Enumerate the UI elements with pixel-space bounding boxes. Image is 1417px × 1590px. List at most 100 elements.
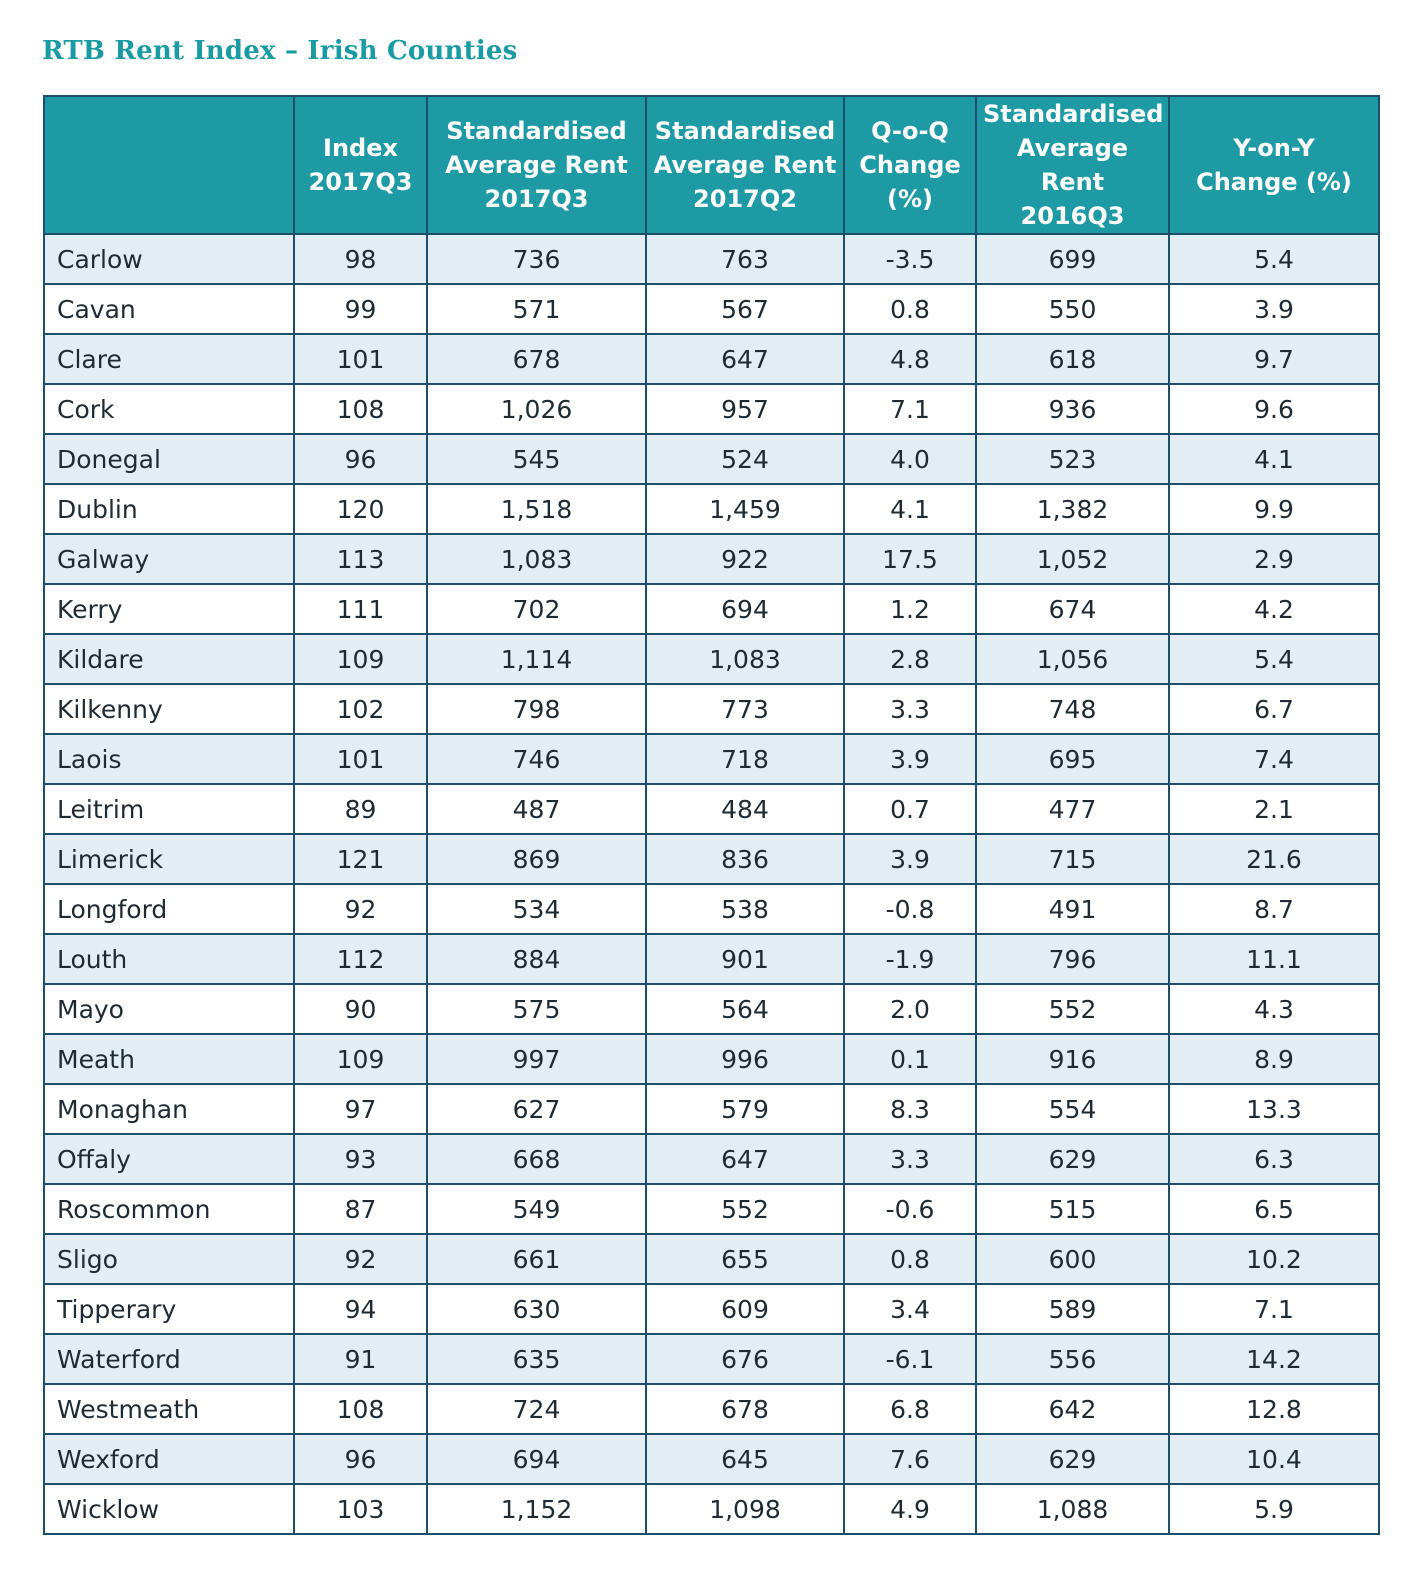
table-row: Sligo 92 661 655 0.8 600 10.2	[43, 1233, 1380, 1285]
rent-2017q2-cell: 524	[645, 433, 845, 485]
rent-2017q3-cell: 534	[426, 883, 647, 935]
yoy-change-cell: 8.9	[1168, 1033, 1380, 1085]
yoy-change-cell: 10.2	[1168, 1233, 1380, 1285]
yoy-change-cell: 11.1	[1168, 933, 1380, 985]
index-cell: 93	[293, 1133, 428, 1185]
qoq-change-cell: -0.8	[843, 883, 977, 935]
yoy-change-cell: 14.2	[1168, 1333, 1380, 1385]
county-cell: Offaly	[43, 1133, 295, 1185]
rent-2017q3-cell: 575	[426, 983, 647, 1035]
rent-2016q3-cell: 589	[975, 1283, 1170, 1335]
county-cell: Leitrim	[43, 783, 295, 835]
rent-2017q3-cell: 694	[426, 1433, 647, 1485]
table-row: Kerry 111 702 694 1.2 674 4.2	[43, 583, 1380, 635]
rent-2017q3-cell: 724	[426, 1383, 647, 1435]
rent-2017q3-cell: 635	[426, 1333, 647, 1385]
rent-2017q2-cell: 579	[645, 1083, 845, 1135]
qoq-change-cell: 3.9	[843, 833, 977, 885]
rent-2017q2-cell: 1,083	[645, 633, 845, 685]
rent-2016q3-cell: 477	[975, 783, 1170, 835]
index-cell: 108	[293, 1383, 428, 1435]
yoy-change-cell: 2.1	[1168, 783, 1380, 835]
qoq-change-cell: 4.0	[843, 433, 977, 485]
county-cell: Dublin	[43, 483, 295, 535]
table-row: Cork 108 1,026 957 7.1 936 9.6	[43, 383, 1380, 435]
rent-2017q3-cell: 884	[426, 933, 647, 985]
table-row: Limerick 121 869 836 3.9 715 21.6	[43, 833, 1380, 885]
county-cell: Cork	[43, 383, 295, 435]
qoq-change-cell: 0.1	[843, 1033, 977, 1085]
table-row: Tipperary 94 630 609 3.4 589 7.1	[43, 1283, 1380, 1335]
yoy-change-cell: 3.9	[1168, 283, 1380, 335]
table-row: Meath 109 997 996 0.1 916 8.9	[43, 1033, 1380, 1085]
rent-2016q3-cell: 1,052	[975, 533, 1170, 585]
rent-2017q3-cell: 869	[426, 833, 647, 885]
rent-2016q3-cell: 554	[975, 1083, 1170, 1135]
rent-2016q3-cell: 629	[975, 1433, 1170, 1485]
rent-2016q3-cell: 699	[975, 233, 1170, 285]
column-header-rent-2016q3: Standardised Average Rent 2016Q3	[975, 95, 1170, 235]
table-row: Wicklow 103 1,152 1,098 4.9 1,088 5.9	[43, 1483, 1380, 1535]
rent-2017q2-cell: 718	[645, 733, 845, 785]
county-cell: Kilkenny	[43, 683, 295, 735]
rent-2017q2-cell: 678	[645, 1383, 845, 1435]
index-cell: 121	[293, 833, 428, 885]
county-cell: Louth	[43, 933, 295, 985]
rent-2017q2-cell: 645	[645, 1433, 845, 1485]
table-row: Donegal 96 545 524 4.0 523 4.1	[43, 433, 1380, 485]
qoq-change-cell: 4.9	[843, 1483, 977, 1535]
index-cell: 99	[293, 283, 428, 335]
qoq-change-cell: 0.8	[843, 1233, 977, 1285]
yoy-change-cell: 9.9	[1168, 483, 1380, 535]
qoq-change-cell: 3.9	[843, 733, 977, 785]
county-cell: Laois	[43, 733, 295, 785]
rent-2016q3-cell: 1,056	[975, 633, 1170, 685]
yoy-change-cell: 4.3	[1168, 983, 1380, 1035]
table-row: Leitrim 89 487 484 0.7 477 2.1	[43, 783, 1380, 835]
rent-2017q3-cell: 746	[426, 733, 647, 785]
rent-2017q2-cell: 763	[645, 233, 845, 285]
qoq-change-cell: -0.6	[843, 1183, 977, 1235]
rent-2017q2-cell: 996	[645, 1033, 845, 1085]
index-cell: 109	[293, 633, 428, 685]
county-cell: Monaghan	[43, 1083, 295, 1135]
rent-index-table: Index 2017Q3 Standardised Average Rent 2…	[43, 95, 1380, 1535]
yoy-change-cell: 4.1	[1168, 433, 1380, 485]
rent-2016q3-cell: 618	[975, 333, 1170, 385]
rent-2017q2-cell: 1,098	[645, 1483, 845, 1535]
rent-2017q3-cell: 798	[426, 683, 647, 735]
index-cell: 103	[293, 1483, 428, 1535]
county-cell: Wexford	[43, 1433, 295, 1485]
rent-2016q3-cell: 715	[975, 833, 1170, 885]
rent-2016q3-cell: 556	[975, 1333, 1170, 1385]
index-cell: 113	[293, 533, 428, 585]
county-cell: Waterford	[43, 1333, 295, 1385]
county-cell: Kildare	[43, 633, 295, 685]
rent-2017q3-cell: 1,026	[426, 383, 647, 435]
qoq-change-cell: 6.8	[843, 1383, 977, 1435]
rent-2016q3-cell: 515	[975, 1183, 1170, 1235]
table-row: Wexford 96 694 645 7.6 629 10.4	[43, 1433, 1380, 1485]
county-cell: Mayo	[43, 983, 295, 1035]
rent-2017q2-cell: 647	[645, 1133, 845, 1185]
column-header-county	[43, 95, 295, 235]
yoy-change-cell: 9.7	[1168, 333, 1380, 385]
qoq-change-cell: 3.3	[843, 1133, 977, 1185]
table-body: Carlow 98 736 763 -3.5 699 5.4 Cavan 99 571 567 0.8…	[43, 233, 1380, 1535]
table-row: Longford 92 534 538 -0.8 491 8.7	[43, 883, 1380, 935]
rent-2016q3-cell: 936	[975, 383, 1170, 435]
rent-2017q3-cell: 702	[426, 583, 647, 635]
rent-2016q3-cell: 1,088	[975, 1483, 1170, 1535]
index-cell: 97	[293, 1083, 428, 1135]
index-cell: 92	[293, 883, 428, 935]
page-title: RTB Rent Index – Irish Counties	[42, 36, 518, 66]
yoy-change-cell: 8.7	[1168, 883, 1380, 935]
table-row: Monaghan 97 627 579 8.3 554 13.3	[43, 1083, 1380, 1135]
yoy-change-cell: 5.9	[1168, 1483, 1380, 1535]
rent-2016q3-cell: 600	[975, 1233, 1170, 1285]
rent-2017q2-cell: 773	[645, 683, 845, 735]
yoy-change-cell: 9.6	[1168, 383, 1380, 435]
column-header-index: Index 2017Q3	[293, 95, 428, 235]
index-cell: 101	[293, 733, 428, 785]
yoy-change-cell: 12.8	[1168, 1383, 1380, 1435]
